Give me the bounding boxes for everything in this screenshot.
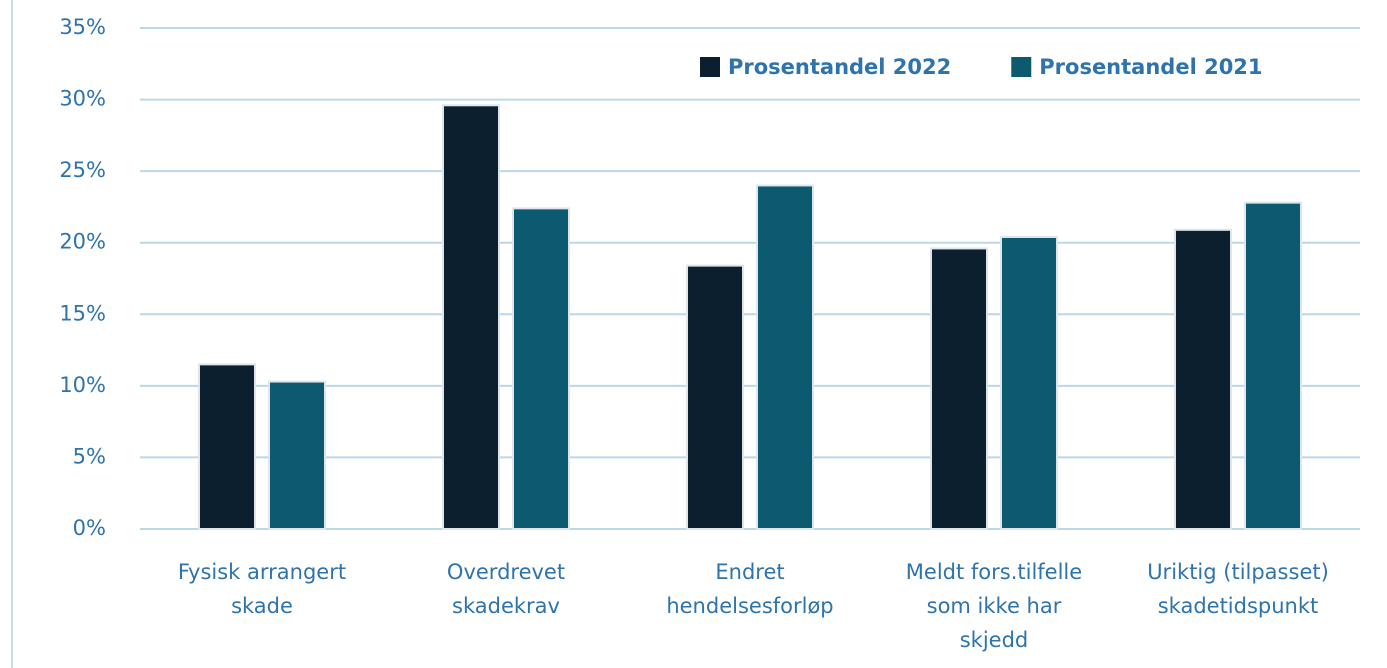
- bar: [198, 363, 256, 530]
- bar: [930, 247, 988, 530]
- bar: [268, 380, 326, 531]
- x-tick-label: skjedd: [960, 628, 1029, 652]
- x-tick-label: som ikke har: [927, 594, 1062, 618]
- y-tick-label: 10%: [59, 373, 106, 397]
- y-tick-label: 25%: [59, 158, 106, 182]
- x-tick-label: Meldt fors.tilfelle: [906, 560, 1082, 584]
- x-tick-label: skadetidspunkt: [1158, 594, 1319, 618]
- bar: [1244, 201, 1302, 531]
- x-tick-label: Endret: [715, 560, 784, 584]
- y-tick-label: 30%: [59, 87, 106, 111]
- x-tick-label: skade: [231, 594, 293, 618]
- bar: [1000, 235, 1058, 530]
- legend-swatch: [1011, 57, 1032, 77]
- x-tick-label: Overdrevet: [447, 560, 565, 584]
- x-tick-label: Fysisk arrangert: [178, 560, 346, 584]
- bar: [442, 104, 500, 530]
- y-tick-label: 5%: [73, 444, 106, 468]
- y-tick-label: 0%: [73, 516, 106, 540]
- y-tick-label: 15%: [59, 301, 106, 325]
- legend-label: Prosentandel 2021: [1039, 55, 1262, 79]
- x-tick-label: skadekrav: [452, 594, 560, 618]
- legend-swatch: [700, 57, 720, 77]
- x-tick-label: hendelsesforløp: [666, 594, 833, 618]
- y-tick-label: 35%: [59, 15, 106, 39]
- bar: [1174, 228, 1232, 530]
- legend-label: Prosentandel 2022: [728, 55, 951, 79]
- bar: [686, 264, 744, 530]
- bar: [512, 207, 570, 531]
- x-tick-label: Uriktig (tilpasset): [1147, 560, 1329, 584]
- bar: [756, 184, 814, 530]
- y-tick-label: 20%: [59, 230, 106, 254]
